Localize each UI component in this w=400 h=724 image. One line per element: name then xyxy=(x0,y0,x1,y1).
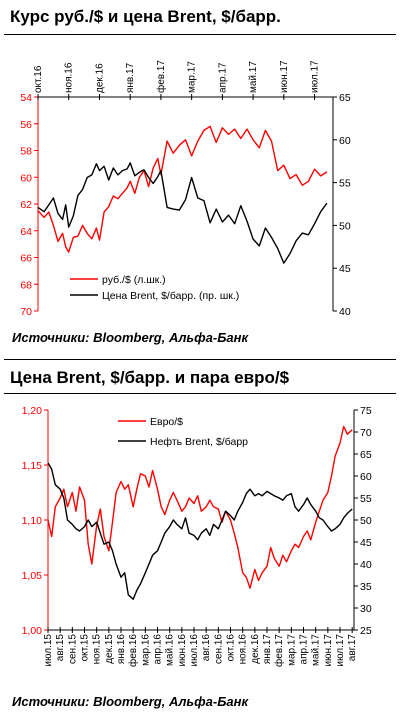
chart1-x-tick-label: дек.16 xyxy=(94,63,105,93)
chart1-left-tick-label: 64 xyxy=(20,226,32,238)
chart2-right-tick-label: 50 xyxy=(360,515,372,527)
chart1-left-tick-label: 56 xyxy=(20,119,32,131)
chart1-left-tick-label: 60 xyxy=(20,172,32,184)
chart1-x-tick-label: июн.17 xyxy=(279,60,290,93)
chart1-left-tick-label: 66 xyxy=(20,253,32,265)
chart1-left-tick-label: 58 xyxy=(20,146,32,158)
chart2-x-tick-label: июл.17 xyxy=(335,634,346,667)
chart1-x-tick-label: мар.17 xyxy=(187,61,198,93)
chart2-x-tick-label: май.17 xyxy=(311,634,322,666)
chart1-x-tick-label: фев.17 xyxy=(155,60,167,93)
chart2-left-tick-label: 1,10 xyxy=(22,515,43,527)
chart1-right-tick-label: 55 xyxy=(339,178,351,190)
chart2-x-tick-label: авг.16 xyxy=(201,634,212,662)
chart2-right-tick-label: 45 xyxy=(360,537,372,549)
chart2-right-tick-label: 60 xyxy=(360,471,372,483)
chart2-x-tick-label: фев.16 xyxy=(127,634,139,667)
chart2-x-tick-label: окт.15 xyxy=(80,634,91,662)
chart2-left-tick-label: 1,05 xyxy=(22,570,43,582)
chart2-right-tick-label: 65 xyxy=(360,449,372,461)
chart2-x-tick-label: апр.17 xyxy=(299,634,310,665)
chart2-series-left-line xyxy=(47,425,353,589)
chart2-right-tick-label: 70 xyxy=(360,427,372,439)
chart2-series-right-line xyxy=(47,462,353,600)
chart2-x-tick-label: сен.15 xyxy=(67,634,78,664)
chart2-source: Источники: Bloomberg, Альфа-Банк xyxy=(12,694,249,709)
chart2-x-tick-label: июн.17 xyxy=(323,634,334,667)
chart1-series-right-line xyxy=(37,162,328,264)
chart2-x-tick-label: мар.16 xyxy=(140,634,151,666)
chart1-plot: 54 56 58 60 62 64 66 68 70 40 45 50 55 60 65 окт.16 ноя.… xyxy=(20,60,351,318)
chart1-series-left-line xyxy=(37,125,328,253)
chart2-x-tick-label: сен.16 xyxy=(213,634,224,664)
chart1-right-tick-label: 40 xyxy=(339,306,351,318)
chart2-x-tick-label: дек.15 xyxy=(104,634,115,664)
chart2-x-tick-label: янв.16 xyxy=(116,634,127,665)
chart2-x-tick-label: фев.17 xyxy=(273,634,285,667)
chart1-right-tick-label: 60 xyxy=(339,135,351,147)
chart2-x-tick-label: дек.16 xyxy=(250,634,261,664)
chart2-x-tick-label: июл.16 xyxy=(189,634,200,667)
chart1-x-tick-label: июл.17 xyxy=(310,60,321,93)
chart2-x-tick-label: окт.16 xyxy=(226,634,237,662)
chart2-x-tick-label: апр.16 xyxy=(153,634,164,665)
chart2-x-tick-label: янв.17 xyxy=(262,634,273,665)
chart2-right-tick-label: 55 xyxy=(360,493,372,505)
chart1-right-tick-label: 65 xyxy=(339,92,351,104)
chart1-x-tick-label: май.17 xyxy=(248,61,259,93)
chart1-right-tick-label: 45 xyxy=(339,263,351,275)
chart2-right-tick-label: 75 xyxy=(360,405,372,417)
chart1-top-rule xyxy=(4,34,396,35)
chart1-source: Источники: Bloomberg, Альфа-Банк xyxy=(12,330,249,345)
chart2-left-tick-label: 1,20 xyxy=(22,405,43,417)
chart2-x-tick-label: ноя.16 xyxy=(238,634,249,665)
chart-separator-rule xyxy=(4,359,396,360)
chart2-right-tick-label: 40 xyxy=(360,559,372,571)
chart2-left-tick-label: 1,00 xyxy=(22,625,43,637)
chart2-top-rule xyxy=(4,393,396,394)
chart1-x-tick-label: янв.17 xyxy=(125,62,136,93)
chart2-x-tick-label: июл.15 xyxy=(43,634,54,667)
chart1-x-tick-label: ноя.16 xyxy=(64,62,75,93)
chart2-right-tick-label: 35 xyxy=(360,581,372,593)
chart2-legend-label: Нефть Brent, $/барр xyxy=(150,436,248,448)
chart2-x-tick-label: ноя.15 xyxy=(92,634,103,665)
chart2-x-tick-label: авг.17 xyxy=(347,634,358,662)
chart2-x-tick-label: июн.16 xyxy=(177,634,188,667)
chart2-x-tick-label: май.16 xyxy=(165,634,176,666)
chart2-left-tick-label: 1,15 xyxy=(22,460,43,472)
chart2-right-tick-label: 25 xyxy=(360,625,372,637)
chart2-legend-label: Евро/$ xyxy=(150,416,183,428)
chart2-title: Цена Brent, $/барр. и пара евро/$ xyxy=(10,368,290,387)
chart1-legend-label: Цена Brent, $/барр. (пр. шк.) xyxy=(102,290,239,302)
chart1-legend-label: руб./$ (л.шк.) xyxy=(102,274,166,286)
chart1-title: Курс руб./$ и цена Brent, $/барр. xyxy=(10,7,281,26)
chart2-x-tick-label: авг.15 xyxy=(55,634,66,662)
chart1-left-tick-label: 62 xyxy=(20,199,32,211)
chart1-x-tick-label: окт.16 xyxy=(33,65,44,93)
chart2-x-tick-label: мар.17 xyxy=(286,634,297,666)
chart1-right-tick-label: 50 xyxy=(339,220,351,232)
chart1-left-tick-label: 68 xyxy=(20,279,32,291)
chart1-left-tick-label: 70 xyxy=(20,306,32,318)
chart1-left-tick-label: 54 xyxy=(20,92,32,104)
chart2-right-tick-label: 30 xyxy=(360,603,372,615)
chart1-x-tick-label: апр.17 xyxy=(217,62,228,93)
